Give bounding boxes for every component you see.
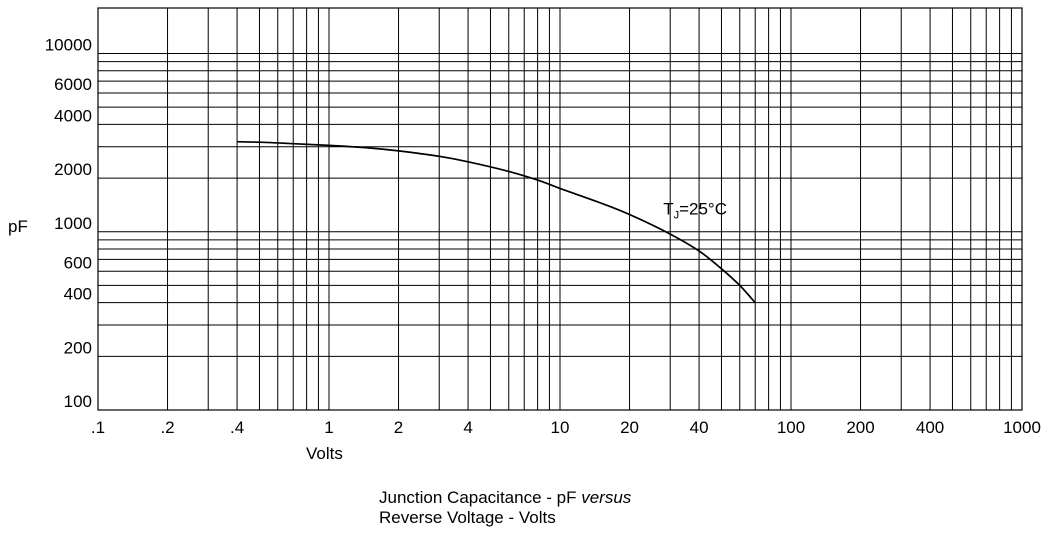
y-axis-label: pF	[8, 217, 28, 236]
caption-line-1-text: Junction Capacitance - pF	[379, 488, 582, 507]
y-tick-label: 6000	[54, 75, 92, 94]
x-tick-label: .4	[230, 418, 244, 437]
annotation-subscript: J	[674, 209, 680, 221]
x-tick-label: 10	[551, 418, 570, 437]
x-axis-label: Volts	[306, 444, 343, 463]
y-tick-label: 2000	[54, 160, 92, 179]
caption-italic-word: versus	[581, 488, 632, 507]
x-tick-label: 2	[394, 418, 403, 437]
chart-caption: Junction Capacitance - pF versus Reverse…	[379, 488, 631, 528]
x-tick-label: 40	[690, 418, 709, 437]
y-tick-label: 600	[64, 253, 92, 272]
y-tick-label: 10000	[45, 36, 92, 55]
x-tick-label: 1	[324, 418, 333, 437]
x-tick-label: 4	[463, 418, 472, 437]
x-tick-labels: .1 .2 .4 1 2 4 10 20 40 100 200 400 1000	[91, 418, 1041, 437]
x-tick-label: 400	[916, 418, 944, 437]
temperature-annotation: TJ=25°C	[663, 199, 727, 221]
x-tick-label: .2	[160, 418, 174, 437]
caption-line-2: Reverse Voltage - Volts	[379, 508, 556, 527]
annotation-main: T	[663, 199, 673, 218]
x-tick-label: 100	[777, 418, 805, 437]
y-tick-label: 1000	[54, 214, 92, 233]
x-tick-label: 200	[846, 418, 874, 437]
annotation-rest: =25°C	[679, 199, 727, 218]
x-tick-label: 20	[620, 418, 639, 437]
y-tick-label: 200	[64, 338, 92, 357]
x-tick-label: .1	[91, 418, 105, 437]
x-tick-label: 1000	[1003, 418, 1041, 437]
caption-line-1: Junction Capacitance - pF versus	[379, 488, 631, 508]
capacitance-curve	[237, 140, 756, 304]
y-tick-label: 4000	[54, 106, 92, 125]
y-tick-label: 100	[64, 392, 92, 411]
grid-lines	[98, 8, 1022, 410]
y-tick-label: 400	[64, 285, 92, 304]
y-tick-labels: 100 200 400 600 1000 2000 4000 6000 10000	[45, 36, 92, 411]
